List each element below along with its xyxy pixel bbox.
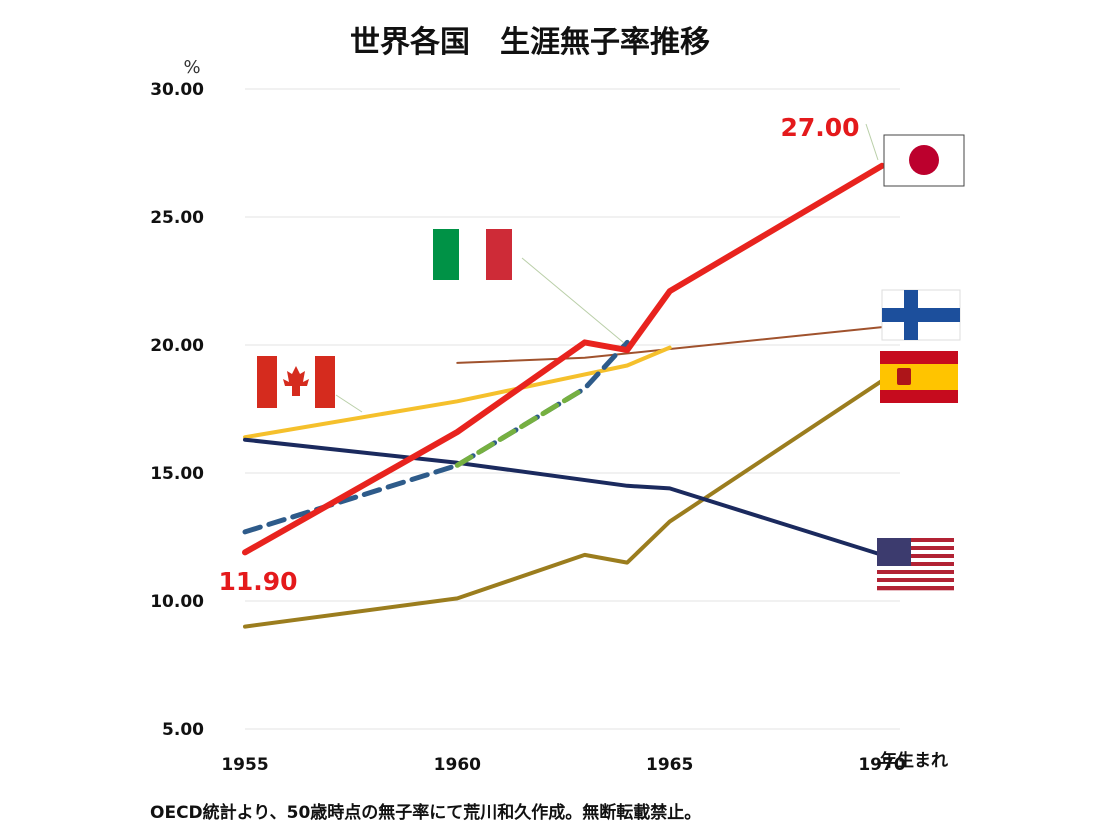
canada-flag-icon (257, 356, 335, 408)
x-axis-ticks: 1955 1960 1965 1970 (221, 755, 905, 775)
y-axis-unit: % (183, 57, 200, 78)
italy-series-line-segment (454, 386, 588, 468)
y-tick-label: 20.00 (150, 336, 204, 356)
x-tick-label: 1970 (858, 755, 905, 775)
spain-flag-icon (880, 351, 958, 403)
gridlines (245, 88, 900, 730)
x-tick-label: 1960 (434, 755, 481, 775)
italy-leader-line (521, 257, 625, 344)
japan-series-line (242, 162, 885, 556)
usa-series-line (243, 437, 884, 557)
finland-flag-icon (881, 289, 961, 341)
series-lines (242, 162, 885, 629)
y-tick-label: 25.00 (150, 208, 204, 228)
japan-leader-line (865, 123, 879, 161)
y-tick-label: 5.00 (162, 720, 204, 740)
annotation-start-value: 11.90 (218, 567, 297, 596)
leader-lines (335, 123, 879, 413)
annotation-end-value: 27.00 (780, 113, 859, 142)
y-tick-label: 30.00 (150, 80, 204, 100)
canada-leader-line (335, 394, 363, 413)
x-tick-label: 1955 (221, 755, 268, 775)
italy-series-line (242, 339, 630, 535)
source-note: OECD統計より、50歳時点の無子率にて荒川和久作成。無断転載禁止。 (150, 802, 701, 823)
japan-flag-icon (883, 134, 965, 187)
chart-title: 世界各国 生涯無子率推移 (350, 25, 710, 60)
x-tick-label: 1965 (646, 755, 693, 775)
italy-flag-icon (433, 229, 512, 280)
x-axis-label: 年生まれ (880, 750, 948, 771)
finland-series-line (456, 326, 883, 364)
y-tick-label: 10.00 (150, 592, 204, 612)
canada-series-line (243, 345, 672, 440)
y-tick-label: 15.00 (150, 464, 204, 484)
usa-flag-icon (877, 538, 954, 591)
y-axis-ticks: 5.00 10.00 15.00 20.00 25.00 30.00 (150, 80, 204, 740)
